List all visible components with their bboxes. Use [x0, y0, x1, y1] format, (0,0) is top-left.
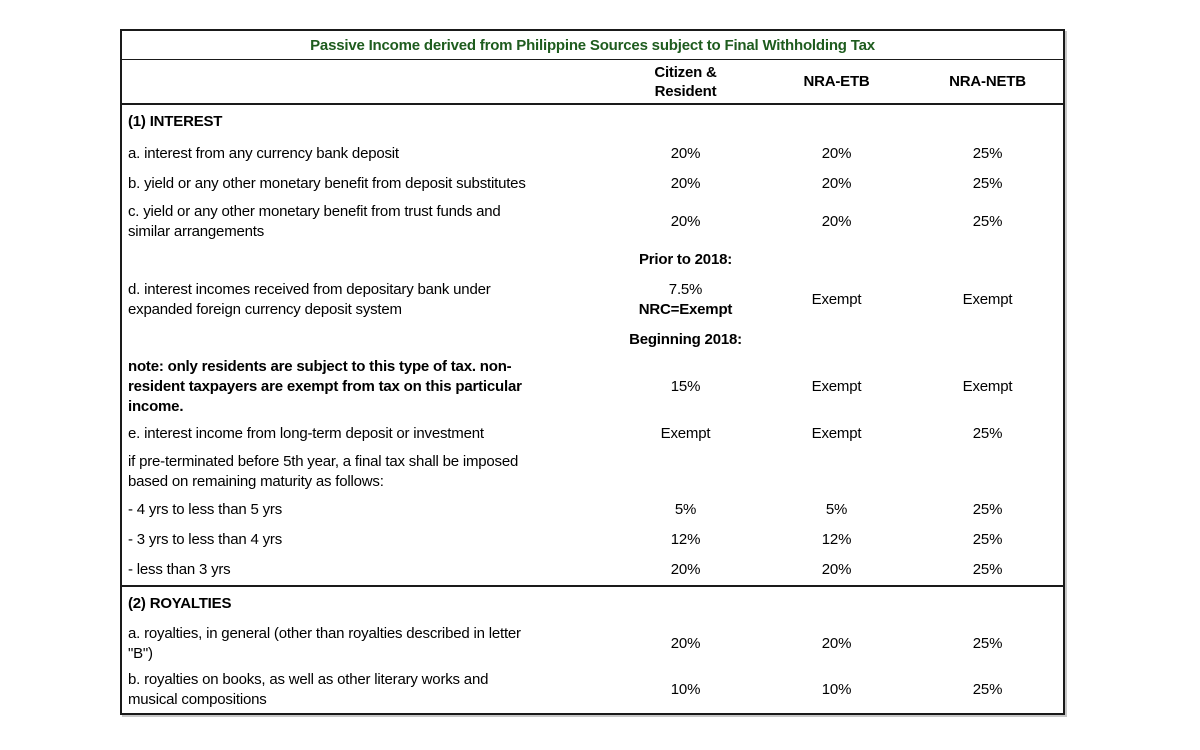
rate-cell-citizen-resident: 20%	[670, 213, 701, 230]
rate-cell-nra-etb: 20%	[821, 561, 852, 578]
table-row-royalties-b: b. royalties on books, as well as other …	[122, 667, 1063, 713]
rate-cell-nra-netb: 25%	[972, 213, 1003, 230]
rate-value-prior: 7.5%	[668, 281, 703, 298]
table-row-interest-note: note: only residents are subject to this…	[122, 355, 1063, 419]
section-heading-royalties: (2) ROYALTIES	[128, 595, 232, 612]
row-description: if pre-terminated before 5th year, a fin…	[128, 453, 519, 490]
row-description: - 4 yrs to less than 5 yrs	[128, 501, 283, 518]
table-row-interest-e: e. interest income from long-term deposi…	[122, 419, 1063, 449]
column-header-nra-netb: NRA-NETB	[949, 73, 1026, 90]
row-description: c. yield or any other monetary benefit f…	[128, 203, 501, 240]
table-title: Passive Income derived from Philippine S…	[310, 36, 875, 54]
table-row-interest-c: c. yield or any other monetary benefit f…	[122, 199, 1063, 245]
period-label-beginning: Beginning 2018:	[629, 331, 742, 348]
rate-cell-citizen-resident: 20%	[670, 175, 701, 192]
rate-cell-nra-etb: Exempt	[811, 425, 862, 442]
rate-cell-citizen-resident: 15%	[670, 378, 701, 395]
rate-cell-nra-netb: 25%	[972, 531, 1003, 548]
table-row-interest-a: a. interest from any currency bank depos…	[122, 139, 1063, 169]
section-interest: (1) INTEREST a. interest from any curren…	[122, 105, 1063, 585]
rate-cell-nra-netb: 25%	[972, 501, 1003, 518]
rate-cell-nra-etb: Exempt	[811, 291, 862, 308]
section-royalties: (2) ROYALTIES a. royalties, in general (…	[122, 585, 1063, 713]
rate-cell-nra-etb: 12%	[821, 531, 852, 548]
rate-cell-nra-netb: Exempt	[962, 378, 1013, 395]
nrc-exempt-note: NRC=Exempt	[638, 301, 733, 318]
rate-cell-citizen-resident: Exempt	[660, 425, 711, 442]
row-description: a. interest from any currency bank depos…	[128, 145, 399, 162]
rate-cell-nra-netb: 25%	[972, 425, 1003, 442]
rate-cell-nra-netb: 25%	[972, 635, 1003, 652]
row-description: d. interest incomes received from deposi…	[128, 281, 491, 318]
rate-cell-citizen-resident: 20%	[670, 635, 701, 652]
rate-cell-nra-netb: 25%	[972, 681, 1003, 698]
column-header-row: Citizen & Resident NRA-ETB NRA-NETB	[122, 60, 1063, 105]
rate-cell-citizen-resident: 20%	[670, 145, 701, 162]
rate-cell-nra-etb: 20%	[821, 635, 852, 652]
row-description: b. royalties on books, as well as other …	[128, 671, 489, 708]
table-title-row: Passive Income derived from Philippine S…	[122, 31, 1063, 60]
rate-cell-nra-netb: Exempt	[962, 291, 1013, 308]
column-header-description	[122, 60, 610, 103]
column-header-nra-etb: NRA-ETB	[803, 73, 870, 90]
rate-cell-citizen-resident: 10%	[670, 681, 701, 698]
table-row-interest-d: d. interest incomes received from deposi…	[122, 245, 1063, 355]
table-row-preterminated-note: if pre-terminated before 5th year, a fin…	[122, 449, 1063, 495]
table-row-interest-b: b. yield or any other monetary benefit f…	[122, 169, 1063, 199]
rate-cell-nra-etb: Exempt	[811, 378, 862, 395]
row-description: b. yield or any other monetary benefit f…	[128, 175, 526, 192]
rate-cell-nra-netb: 25%	[972, 561, 1003, 578]
table-row-3yrs: - 3 yrs to less than 4 yrs 12% 12% 25%	[122, 525, 1063, 555]
row-description: note: only residents are subject to this…	[128, 358, 522, 415]
row-description: - less than 3 yrs	[128, 561, 231, 578]
rate-cell-citizen-resident: Prior to 2018: 7.5% NRC=Exempt Beginning…	[610, 245, 761, 355]
rate-cell-nra-netb: 25%	[972, 175, 1003, 192]
rate-cell-nra-etb: 20%	[821, 145, 852, 162]
rate-cell-nra-etb: 10%	[821, 681, 852, 698]
section-heading-interest: (1) INTEREST	[128, 113, 223, 130]
column-header-citizen-resident: Citizen & Resident	[654, 63, 717, 100]
table-row-less-3yrs: - less than 3 yrs 20% 20% 25%	[122, 555, 1063, 585]
table-row-4yrs: - 4 yrs to less than 5 yrs 5% 5% 25%	[122, 495, 1063, 525]
table-row-royalties-a: a. royalties, in general (other than roy…	[122, 621, 1063, 667]
rate-cell-citizen-resident: 20%	[670, 561, 701, 578]
rate-cell-nra-etb: 20%	[821, 213, 852, 230]
rate-cell-citizen-resident: 12%	[670, 531, 701, 548]
rate-cell-citizen-resident: 5%	[674, 501, 697, 518]
rate-cell-nra-netb: 25%	[972, 145, 1003, 162]
row-description: a. royalties, in general (other than roy…	[128, 625, 521, 662]
period-label-prior: Prior to 2018:	[638, 251, 733, 268]
rate-cell-nra-etb: 20%	[821, 175, 852, 192]
tax-rates-table: Passive Income derived from Philippine S…	[120, 29, 1065, 715]
rate-cell-nra-etb: 5%	[825, 501, 848, 518]
row-description: e. interest income from long-term deposi…	[128, 425, 484, 442]
row-description: - 3 yrs to less than 4 yrs	[128, 531, 283, 548]
